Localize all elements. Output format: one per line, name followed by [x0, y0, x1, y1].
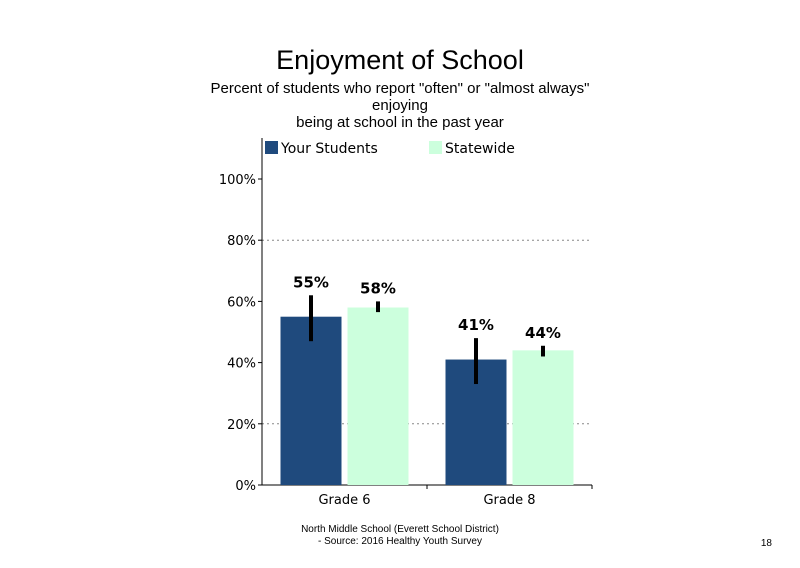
category-label-1: Grade 8: [483, 493, 535, 508]
y-tick-label-20: 20%: [227, 418, 256, 433]
chart-title: Enjoyment of School: [276, 45, 524, 75]
data-label-1-0: 58%: [360, 279, 396, 297]
y-tick-label-60: 60%: [227, 295, 256, 310]
chart-subtitle: Percent of students who report "often" o…: [210, 80, 590, 131]
y-tick-label-80: 80%: [227, 234, 256, 249]
legend-swatch-1: [429, 141, 442, 154]
legend-label-1: Statewide: [445, 141, 515, 157]
data-label-0-0: 55%: [293, 273, 329, 291]
data-label-0-1: 41%: [458, 316, 494, 334]
page-number: 18: [760, 538, 772, 549]
legend-label-0: Your Students: [280, 141, 378, 157]
legend-swatch-0: [265, 141, 278, 154]
bar-1-1: [512, 350, 574, 485]
bar-1-0: [347, 307, 409, 485]
bar-0-0: [280, 316, 342, 485]
data-label-1-1: 44%: [525, 324, 561, 342]
y-tick-label-40: 40%: [227, 357, 256, 372]
y-tick-label-100: 100%: [219, 173, 256, 188]
source-footer: North Middle School (Everett School Dist…: [250, 524, 550, 548]
footer-source: - Source: 2016 Healthy Youth Survey: [318, 536, 482, 547]
category-label-0: Grade 6: [318, 493, 370, 508]
y-tick-label-0: 0%: [235, 479, 256, 494]
footer-school: North Middle School (Everett School Dist…: [301, 524, 499, 535]
